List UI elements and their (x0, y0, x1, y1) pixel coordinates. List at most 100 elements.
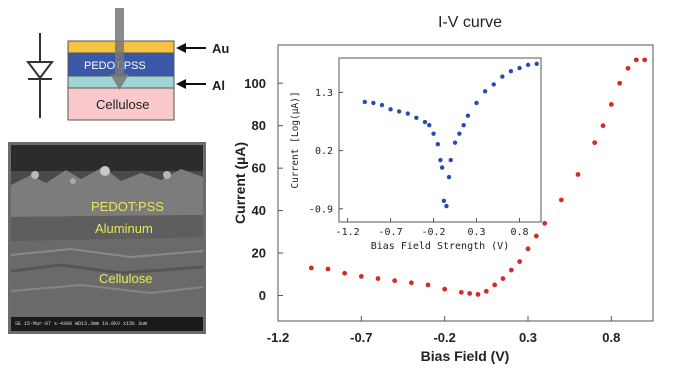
inset-x-tick-label: 0.3 (468, 227, 486, 238)
main-y-tick-label: 60 (252, 161, 266, 176)
inset-data-point (491, 82, 496, 87)
main-data-point (633, 57, 639, 63)
diode-symbol (26, 33, 54, 118)
y-axis-title: Current (µA) (232, 142, 248, 224)
main-y-tick-label: 20 (252, 246, 266, 261)
sem-info-bar: SE 15-Mar-07 s-4300 WD13.3mm 10.0kV x15k… (11, 317, 203, 331)
au-label: Au (212, 41, 229, 56)
inset-x-tick-label: -0.2 (422, 227, 446, 238)
inset-data-point (414, 115, 419, 120)
inset-data-point (422, 119, 428, 125)
inset-data-point (438, 157, 443, 163)
sem-label-aluminum: Aluminum (95, 221, 153, 236)
sem-micrograph: PEDOT:PSS Aluminum Cellulose SE 15-Mar-0… (8, 142, 206, 334)
main-data-point (358, 274, 364, 279)
main-data-point (525, 246, 531, 252)
inset-y-tick-label: -0.9 (309, 204, 333, 215)
sem-texture (11, 145, 203, 317)
sem-label-cellulose: Cellulose (99, 271, 153, 286)
main-x-tick-label: 0.3 (519, 330, 537, 345)
main-x-tick-label: -1.2 (267, 330, 289, 345)
inset-x-tick-label: -0.7 (379, 227, 403, 238)
main-data-point (308, 265, 314, 271)
inset-data-point (461, 122, 466, 128)
inset-data-point (396, 109, 402, 114)
inset-data-point (474, 100, 479, 106)
inset-frame (338, 57, 542, 223)
chart-title: I-V curve (438, 14, 502, 31)
inset-data-point (525, 62, 531, 68)
main-data-point (600, 123, 606, 129)
inset-data-point (452, 140, 458, 145)
main-data-point (342, 270, 348, 276)
main-data-point (592, 140, 598, 146)
probe-icon (110, 8, 129, 90)
inset-data-point (371, 100, 376, 106)
inset-data-point (427, 122, 432, 128)
main-data-point (608, 102, 614, 107)
inset-data-point (388, 107, 393, 112)
main-y-tick-label: 100 (244, 76, 266, 91)
inset-data-point (439, 165, 445, 170)
main-data-point (625, 65, 631, 71)
main-series (308, 57, 648, 297)
main-data-point (425, 282, 431, 288)
main-x-tick-label: -0.2 (433, 330, 455, 345)
pedot-layer-label: PEDOT:PSS (84, 60, 146, 72)
inset-data-point (435, 142, 441, 147)
main-data-point (533, 233, 539, 239)
main-data-point (442, 286, 448, 292)
main-data-point (642, 57, 648, 63)
sem-label-pedot: PEDOT:PSS (91, 199, 164, 214)
inset-data-point (441, 198, 447, 204)
main-data-point (492, 282, 498, 288)
inset-data-point (446, 174, 452, 180)
au-arrow-icon (176, 43, 206, 53)
main-data-point (558, 197, 564, 203)
inset-data-point (500, 74, 505, 79)
cellulose-layer (67, 87, 175, 121)
main-x-tick-label: 0.8 (602, 330, 620, 345)
inset-x-tick-label: 0.8 (510, 227, 528, 238)
x-axis-title: Bias Field (V) (421, 348, 510, 364)
inset-data-point (465, 113, 471, 118)
inset-data-point (517, 65, 522, 71)
inset-data-point (448, 157, 453, 163)
main-data-point (617, 80, 623, 86)
main-data-point (375, 276, 381, 281)
cellulose-layer-label: Cellulose (96, 97, 149, 112)
inset-data-point (534, 61, 539, 67)
al-label: Al (212, 78, 225, 93)
inset-series (362, 61, 539, 209)
main-data-point (458, 289, 464, 295)
main-data-point (475, 292, 481, 297)
inset-x-axis-title: Bias Field Strength (V) (371, 241, 509, 252)
main-data-point (467, 291, 473, 296)
inset-y-tick-label: 1.3 (315, 88, 333, 99)
inset-data-point (379, 102, 385, 108)
inset-data-point (457, 131, 462, 136)
main-y-tick-label: 0 (259, 288, 266, 303)
inset-data-point (482, 89, 488, 94)
al-arrow-icon (176, 79, 206, 89)
main-data-point (392, 278, 398, 284)
inset-data-point (405, 111, 410, 116)
main-data-point (483, 288, 489, 294)
inset-y-tick-label: 0.2 (315, 146, 333, 157)
main-data-point (542, 220, 548, 226)
main-data-point (325, 266, 331, 272)
inset-data-point (508, 69, 514, 74)
inset-y-axis-title: Current [Log(µA)] (290, 91, 301, 188)
inset-x-tick-label: -1.2 (336, 227, 360, 238)
main-data-point (508, 267, 514, 273)
main-y-tick-label: 80 (252, 118, 266, 133)
main-y-tick-label: 40 (252, 203, 266, 218)
main-data-point (517, 259, 523, 264)
main-x-tick-label: -0.7 (350, 330, 372, 345)
inset-data-point (362, 99, 367, 105)
main-data-point (500, 276, 506, 281)
inset-data-point (431, 131, 436, 136)
main-data-point (408, 280, 414, 286)
inset-data-point (444, 203, 449, 209)
